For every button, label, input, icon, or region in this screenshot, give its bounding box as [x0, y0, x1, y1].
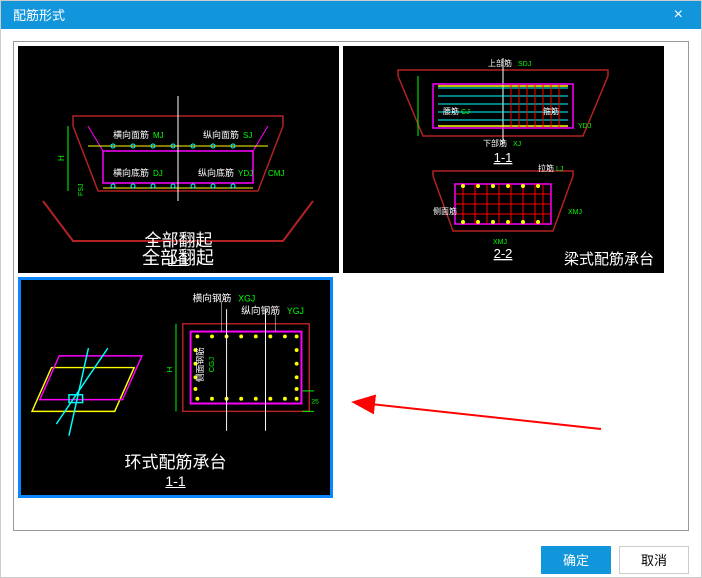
svg-text:XGJ: XGJ [238, 293, 255, 303]
options-frame: H 横向面筋 MJ 纵向面筋 SJ 横向底筋 DJ 纵向底筋 YDJ CMJ F… [13, 41, 689, 531]
svg-text:YDJ: YDJ [578, 123, 591, 130]
svg-text:FSJ: FSJ [78, 183, 85, 195]
close-icon[interactable]: × [668, 6, 689, 24]
option-full-flip[interactable]: H 横向面筋 MJ 纵向面筋 SJ 横向底筋 DJ 纵向底筋 YDJ CMJ F… [18, 46, 339, 273]
svg-text:横向底筋: 横向底筋 [113, 167, 149, 178]
thumb-title-1: 全部翻起 1-1 [18, 226, 339, 267]
svg-text:XMJ: XMJ [493, 239, 507, 246]
svg-text:2-2: 2-2 [494, 246, 513, 261]
reinforcement-dialog: 配筋形式 × [0, 0, 702, 578]
svg-text:H: H [165, 366, 174, 372]
ok-button[interactable]: 确定 [541, 546, 611, 574]
dialog-content: H 横向面筋 MJ 纵向面筋 SJ 横向底筋 DJ 纵向底筋 YDJ CMJ F… [1, 29, 701, 543]
svg-text:上部筋: 上部筋 [488, 58, 512, 68]
svg-text:1-1: 1-1 [494, 150, 513, 165]
svg-text:CMJ: CMJ [268, 169, 284, 178]
option-beam[interactable]: 上部筋 SDJ 腰筋GJ 箍筋 YDJ 下部筋 XJ 1-1 [343, 46, 664, 273]
option-ring[interactable]: H 25 横向钢筋 XGJ 纵向钢筋 YGJ 侧面钢筋 CGJ 环式配筋承台 1… [18, 277, 333, 498]
svg-text:侧面钢筋: 侧面钢筋 [194, 346, 205, 381]
cancel-button[interactable]: 取消 [619, 546, 689, 574]
svg-text:25: 25 [311, 398, 319, 405]
thumb-title-3: 环式配筋承台 1-1 [21, 448, 330, 489]
svg-text:纵向钢筋: 纵向钢筋 [241, 304, 280, 317]
svg-text:箍筋: 箍筋 [543, 106, 559, 116]
thumb-title-2: 梁式配筋承台 [564, 248, 654, 269]
titlebar: 配筋形式 × [1, 1, 701, 29]
svg-text:DJ: DJ [153, 169, 163, 178]
svg-text:SJ: SJ [243, 131, 252, 140]
svg-text:GJ: GJ [461, 109, 470, 116]
svg-text:H: H [57, 155, 66, 161]
svg-text:SDJ: SDJ [518, 61, 531, 68]
svg-text:拉筋: 拉筋 [538, 163, 554, 173]
svg-text:XJ: XJ [513, 141, 521, 148]
svg-text:LJ: LJ [556, 166, 563, 173]
svg-text:侧面筋: 侧面筋 [433, 206, 457, 216]
svg-text:CGJ: CGJ [207, 356, 216, 372]
svg-text:YDJ: YDJ [238, 169, 253, 178]
svg-text:横向钢筋: 横向钢筋 [193, 291, 232, 304]
svg-text:下部筋: 下部筋 [483, 138, 507, 148]
dialog-title: 配筋形式 [13, 5, 65, 24]
svg-text:XMJ: XMJ [568, 209, 582, 216]
svg-text:纵向底筋: 纵向底筋 [198, 167, 234, 178]
svg-text:YGJ: YGJ [287, 306, 304, 316]
thumb-section: 1-1 [168, 271, 188, 273]
button-bar: 确定 取消 [1, 543, 701, 577]
svg-text:腰筋: 腰筋 [443, 106, 459, 116]
svg-text:MJ: MJ [153, 131, 164, 140]
lbl-hxmj: 横向面筋 [113, 129, 149, 140]
svg-text:纵向面筋: 纵向面筋 [203, 129, 239, 140]
